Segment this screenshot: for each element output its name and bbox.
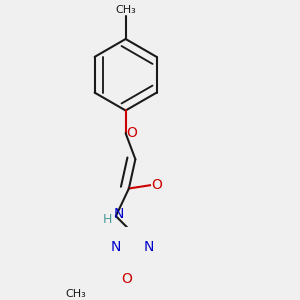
Text: O: O xyxy=(151,178,162,192)
Text: CH₃: CH₃ xyxy=(65,289,86,299)
Text: N: N xyxy=(143,240,154,254)
Text: H: H xyxy=(103,213,112,226)
Text: N: N xyxy=(110,240,121,254)
Text: CH₃: CH₃ xyxy=(115,4,136,15)
Text: O: O xyxy=(121,272,132,286)
Text: O: O xyxy=(127,126,138,140)
Text: N: N xyxy=(114,208,124,221)
